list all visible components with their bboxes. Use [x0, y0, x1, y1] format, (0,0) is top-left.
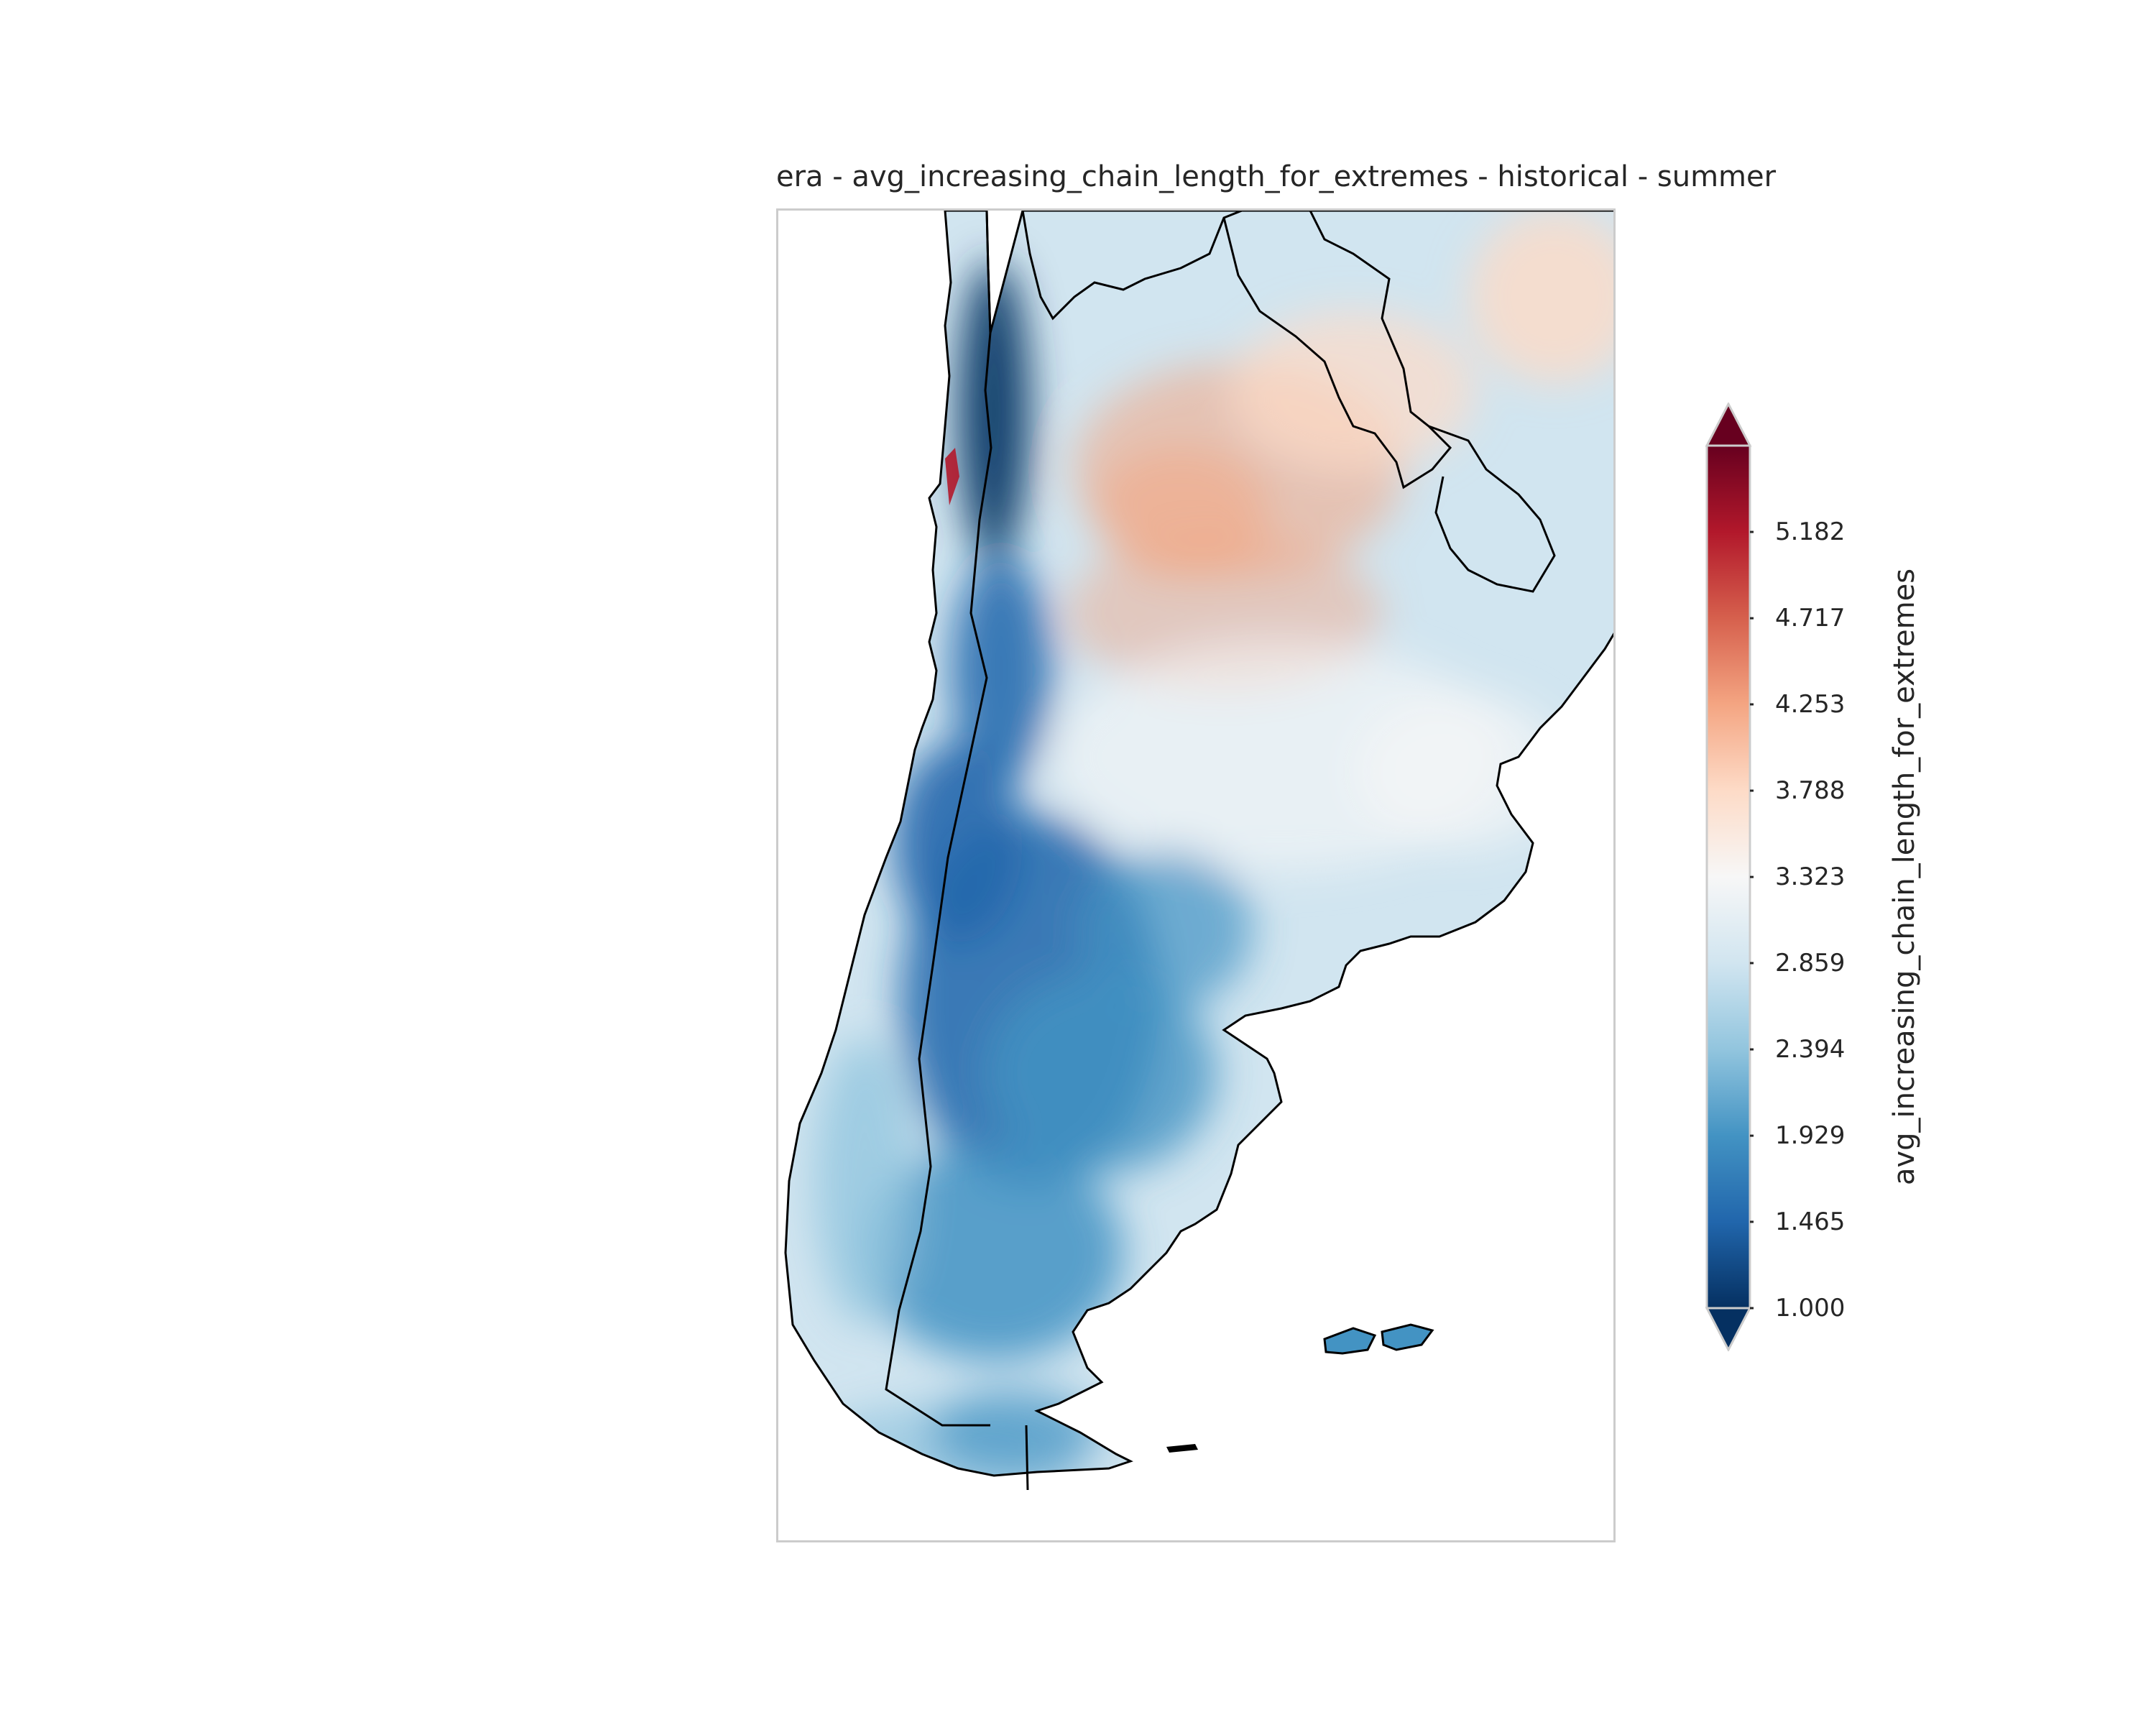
coastline — [784, 211, 1613, 1477]
falkland-islands — [1323, 1323, 1434, 1355]
colorbar-tick-label: 3.323 — [1775, 862, 1846, 892]
colorbar-max-extension — [1705, 402, 1752, 447]
colorbar-min-extension — [1705, 1307, 1752, 1351]
bolivia-argentina-border — [1021, 211, 1243, 321]
map-title: era - avg_increasing_chain_length_for_ex… — [776, 160, 1777, 193]
colorbar-tick-label: 3.788 — [1775, 776, 1846, 806]
colorbar-tick-label: 1.000 — [1775, 1294, 1846, 1322]
uruguay-border — [1428, 425, 1556, 593]
coastal-red-strip — [945, 448, 959, 505]
colorbar-gradient — [1705, 444, 1751, 1310]
map-frame — [776, 208, 1616, 1542]
colorbar-tick-label: 5.182 — [1775, 518, 1846, 547]
paraguay-border — [1222, 211, 1452, 489]
field-blobs — [793, 211, 1613, 1476]
colorbar-tick-label: 4.253 — [1775, 689, 1846, 719]
colorbar-tick-label: 4.717 — [1775, 604, 1846, 633]
colorbar-tick-label: 2.859 — [1775, 948, 1846, 978]
colorbar-ticks — [1750, 530, 1754, 1310]
colorbar-tick-label: 1.465 — [1775, 1207, 1846, 1236]
colorbar-tick-label: 1.929 — [1775, 1121, 1846, 1151]
staten-island — [1166, 1444, 1198, 1453]
colorbar — [1705, 402, 1754, 1351]
chile-argentina-border — [885, 211, 992, 1427]
tierra-del-fuego-border — [1025, 1425, 1029, 1491]
colorbar-tick-label: 2.394 — [1775, 1035, 1846, 1064]
choropleth-map — [784, 211, 1613, 1491]
colorbar-label: avg_increasing_chain_length_for_extremes — [1888, 568, 1921, 1186]
